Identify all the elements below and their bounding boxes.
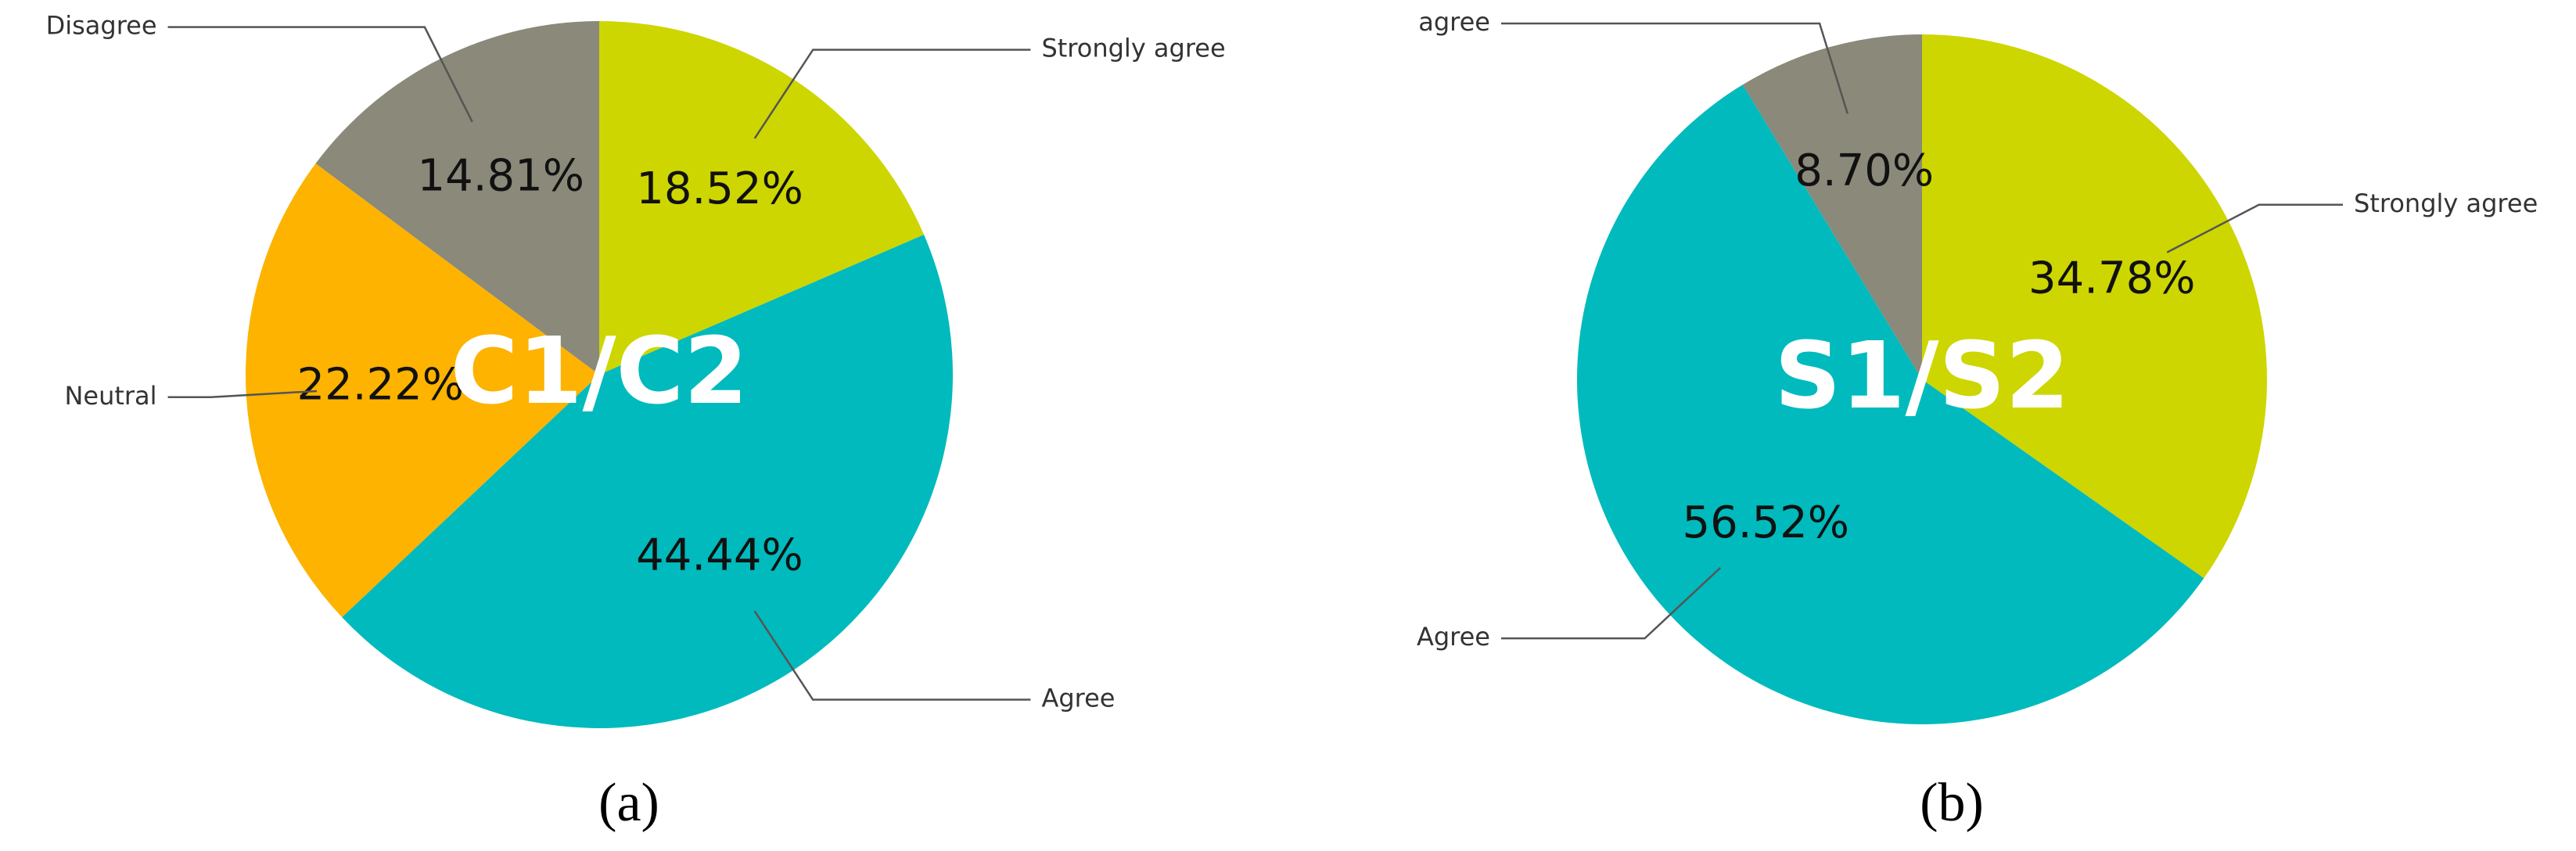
caption: (a) bbox=[598, 773, 659, 833]
pie-slice bbox=[342, 235, 954, 729]
slice-value-label: 22.22% bbox=[296, 359, 464, 410]
category-label: agree bbox=[1418, 7, 1490, 37]
slice-value-label: 14.81% bbox=[417, 151, 584, 202]
leader-line bbox=[2166, 203, 2344, 253]
slice-value-label: 18.52% bbox=[636, 163, 803, 214]
leader-line bbox=[753, 48, 1031, 139]
chart-title: C1/C2 bbox=[451, 317, 749, 425]
caption: (b) bbox=[1920, 773, 1984, 833]
pie-slice bbox=[1742, 34, 1922, 379]
slice-value-label: 44.44% bbox=[636, 530, 803, 580]
category-label: Agree bbox=[1041, 683, 1115, 713]
pie-slice bbox=[1577, 84, 2204, 724]
pie-slice bbox=[599, 21, 925, 375]
pie-slice bbox=[1922, 34, 2267, 579]
leader-line bbox=[167, 26, 473, 123]
leader-line bbox=[753, 610, 1031, 701]
category-label: Strongly agree bbox=[1041, 34, 1225, 63]
category-label: Strongly agree bbox=[2354, 189, 2538, 218]
leader-line bbox=[1500, 22, 1848, 114]
category-label: Neutral bbox=[64, 381, 156, 411]
category-label: Disagree bbox=[46, 11, 157, 41]
slice-value-label: 34.78% bbox=[2028, 253, 2196, 303]
leader-line bbox=[167, 390, 318, 399]
category-label: Agree bbox=[1417, 622, 1490, 652]
pie-slice bbox=[246, 163, 599, 618]
slice-value-label: 8.70% bbox=[1795, 145, 1934, 196]
slice-value-label: 56.52% bbox=[1682, 497, 1849, 548]
leader-line bbox=[1500, 566, 1722, 640]
pie-slice bbox=[315, 21, 599, 375]
chart-title: S1/S2 bbox=[1774, 321, 2069, 429]
